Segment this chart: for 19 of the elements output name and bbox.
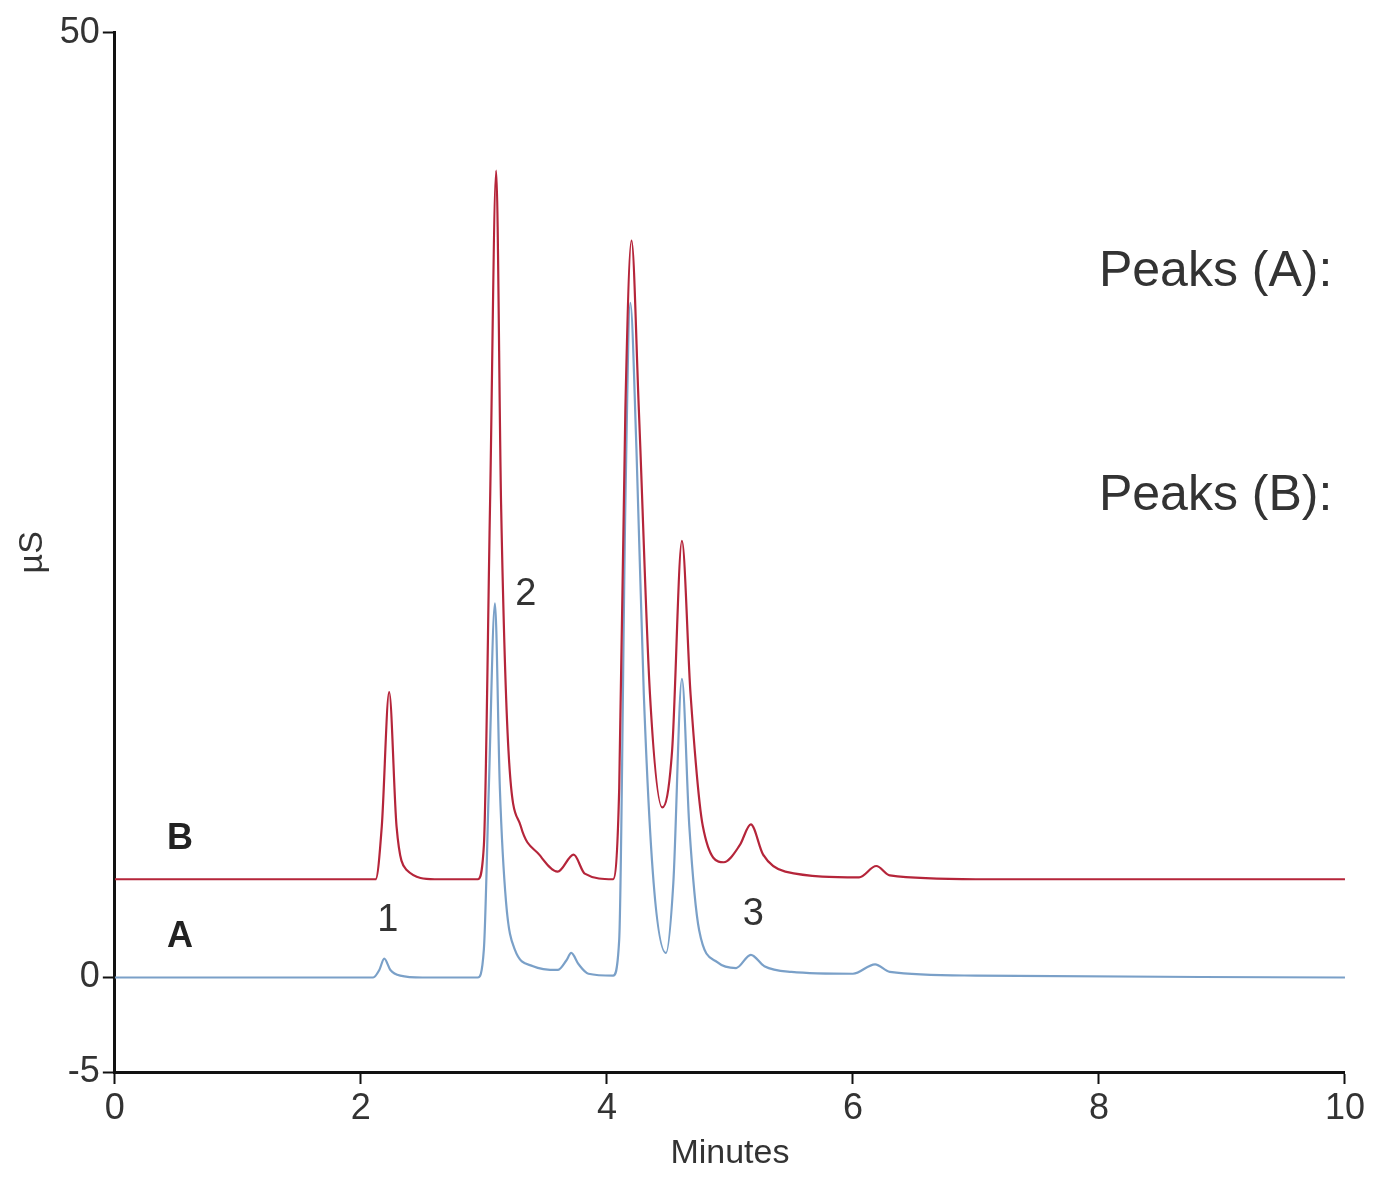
series-label: A (167, 914, 194, 956)
x-axis-title: Minutes (670, 1131, 790, 1170)
annotation: Peaks (B): (1098, 464, 1333, 521)
series-label: B (167, 816, 194, 858)
x-tick-label: 2 (350, 1085, 371, 1127)
y-tick-label: 50 (59, 9, 100, 51)
line-series (114, 169, 1345, 881)
x-tick-label: 10 (1324, 1085, 1365, 1127)
x-tick-label: 4 (596, 1085, 617, 1127)
y-tick-label: -5 (67, 1048, 100, 1090)
x-tick-label: 6 (842, 1085, 863, 1127)
annotation: Peaks (A): (1098, 241, 1333, 298)
annotation: 3 (742, 891, 764, 934)
annotation: 1 (377, 897, 399, 940)
annotation: 2 (515, 571, 537, 614)
y-axis-title: µS (10, 531, 49, 574)
line-series (114, 301, 1345, 979)
y-tick-label: 0 (79, 954, 100, 996)
x-tick-label: 8 (1088, 1085, 1109, 1127)
